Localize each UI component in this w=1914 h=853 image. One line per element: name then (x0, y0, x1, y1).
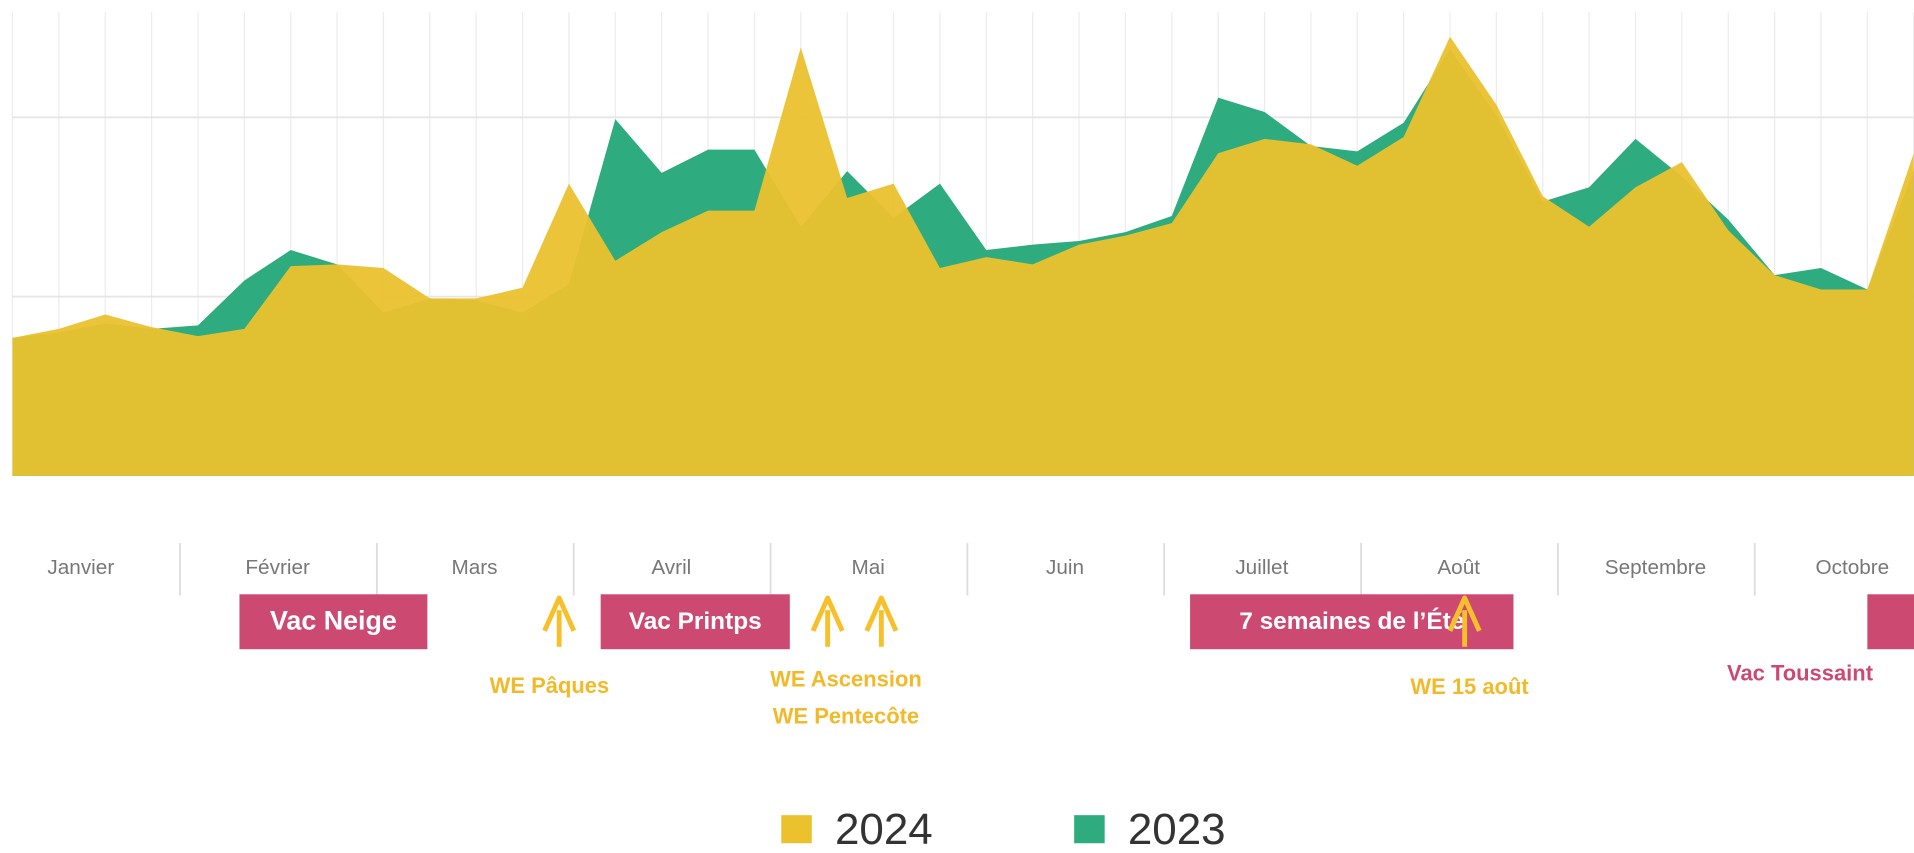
month-axis: Janvier Février Mars Avril Mai Juin Juillet Aoû… (47, 543, 1889, 596)
period-box (600, 594, 790, 650)
holiday-label: WE Ascension (770, 667, 922, 692)
area (12, 36, 1914, 476)
month-label: Mars (451, 556, 497, 579)
arrow (864, 595, 899, 632)
period-label: Vac Neige (270, 605, 397, 635)
month-label: Mai (851, 556, 884, 579)
month-label: Septembre (1605, 556, 1706, 579)
month-label: Octobre (1815, 556, 1889, 579)
period-label: Vac Printps (629, 608, 762, 635)
legend-swatch (781, 815, 812, 844)
arrow (542, 595, 577, 632)
month-label: Juin (1046, 556, 1084, 579)
period-box (239, 594, 428, 650)
month-label: Février (245, 556, 310, 579)
legend-label: 2023 (1128, 805, 1226, 853)
holiday-label: WE Pentecôte (773, 703, 919, 728)
annotations: Vac Neige Vac Printps 7 semaines de l’Été V… (239, 594, 1914, 728)
month-label: Avril (651, 556, 691, 579)
arrow (810, 595, 845, 632)
legend-swatch (1074, 815, 1105, 844)
arrow (1447, 595, 1482, 632)
legend-label: 2024 (835, 805, 933, 853)
period-label: 7 semaines de l’Été (1239, 607, 1464, 635)
legend: 2024 2023 (781, 805, 1226, 853)
month-label: Août (1437, 556, 1480, 579)
areas (12, 36, 1914, 476)
holiday-label: WE Pâques (490, 673, 610, 698)
month-label: Juillet (1235, 556, 1288, 579)
period-note: Vac Toussaint (1727, 661, 1874, 686)
month-label: Janvier (47, 556, 114, 579)
holiday-label: WE 15 août (1410, 674, 1529, 699)
period-box (1867, 594, 1914, 650)
